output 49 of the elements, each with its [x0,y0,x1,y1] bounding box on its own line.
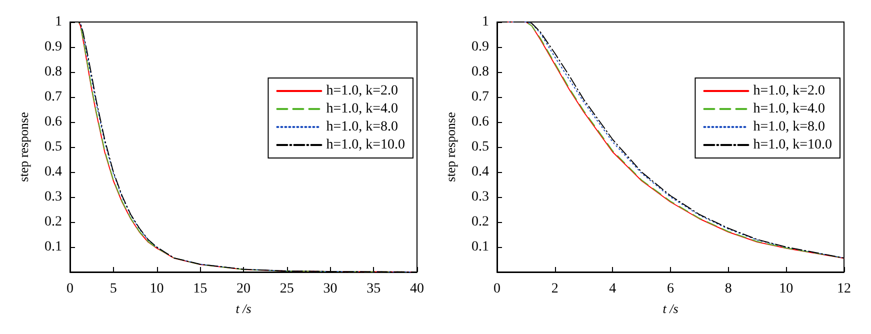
legend-label: h=1.0, k=4.0 [753,102,826,116]
legend-label: h=1.0, k=10.0 [753,138,832,152]
y-tick-label: 0.7 [44,90,62,104]
x-tick-label: 10 [150,282,164,296]
x-tick-label: 30 [323,282,338,296]
y-tick-label: 0.5 [44,140,62,154]
y-tick-label: 0.9 [44,40,62,54]
y-tick-label: 0.1 [44,240,62,254]
x-tick-label: 2 [551,282,558,296]
y-tick-label: 0.3 [472,190,489,204]
legend-label: h=1.0, k=2.0 [326,84,398,98]
x-tick-label: 40 [410,282,424,296]
x-tick-label: 25 [280,282,294,296]
y-tick-label: 0.4 [44,164,62,180]
x-tick-label: 5 [110,282,117,296]
y-tick-label: 0.2 [44,214,62,230]
y-tick-label: 0.6 [44,114,62,130]
legend-label: h=1.0, k=10.0 [326,138,406,152]
y-axis-title: step response [16,112,31,182]
y-tick-label: 0.8 [472,64,489,80]
y-tick-label: 0.5 [472,140,489,154]
y-tick-label: 1 [482,14,489,30]
x-tick-label: 12 [837,282,851,296]
y-tick-label: 0.6 [472,114,489,130]
x-axis-title: t /s [236,301,252,316]
x-tick-label: 35 [366,282,381,296]
x-tick-label: 15 [193,282,208,296]
y-tick-label: 0.8 [44,64,62,80]
legend-label: h=1.0, k=2.0 [753,84,826,98]
legend-label: h=1.0, k=8.0 [753,120,826,134]
y-tick-label: 0.1 [472,240,489,254]
y-tick-label: 1 [55,14,62,30]
y-tick-label: 0.4 [472,164,489,180]
x-tick-label: 10 [779,282,794,296]
x-tick-label: 20 [236,282,250,296]
x-tick-label: 6 [667,282,674,296]
x-tick-label: 8 [724,282,732,296]
x-tick-label: 0 [494,282,500,296]
y-tick-label: 0.2 [472,214,489,230]
legend-label: h=1.0, k=4.0 [326,102,398,116]
x-axis-title: t /s [662,301,678,316]
line-series [70,22,418,272]
y-tick-label: 0.9 [472,40,489,54]
y-tick-label: 0.3 [44,190,62,204]
x-tick-label: 0 [66,282,74,296]
y-axis-title: step response [443,112,458,182]
legend-label: h=1.0, k=8.0 [326,120,398,134]
y-tick-label: 0.7 [472,90,489,104]
x-tick-label: 4 [609,282,616,296]
